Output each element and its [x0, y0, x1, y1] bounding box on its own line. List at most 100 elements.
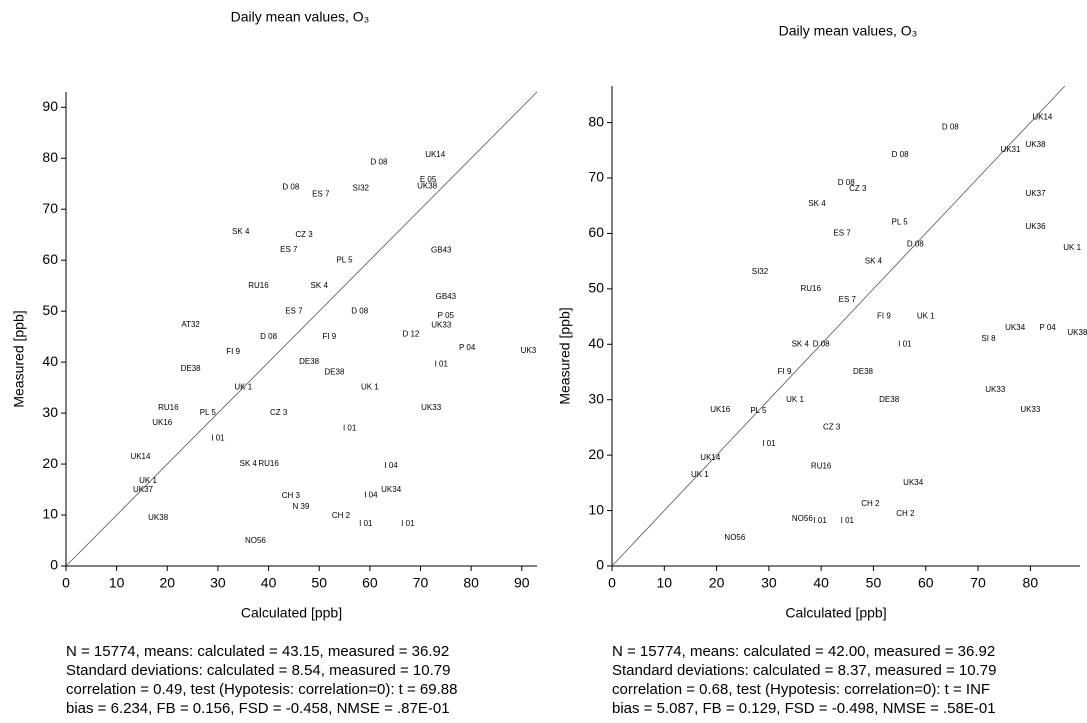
point-label: I 01: [898, 339, 912, 348]
x-tick-label: 20: [160, 575, 176, 591]
point-label: CZ 3: [849, 184, 867, 193]
point-label: UK 1: [361, 383, 379, 392]
x-tick-label: 40: [261, 575, 277, 591]
point-label: NO56: [245, 536, 266, 545]
point-label: P 04: [459, 343, 476, 352]
point-label: UK36: [1026, 222, 1047, 231]
x-tick-label: 30: [210, 575, 226, 591]
point-label: I 01: [762, 439, 776, 448]
point-label: UK 1: [786, 395, 804, 404]
point-label: UK 1: [139, 476, 157, 485]
chart-title: Daily mean values, O₃: [231, 9, 370, 25]
point-label: P 05: [438, 311, 455, 320]
point-label: I 01: [813, 516, 827, 525]
x-tick-label: 0: [608, 575, 616, 591]
y-axis-label: Measured [ppb]: [11, 310, 27, 407]
point-label: I 01: [435, 359, 449, 368]
point-label: UK34: [1005, 323, 1026, 332]
point-label: UK34: [903, 478, 924, 487]
point-label: SK 4: [232, 227, 250, 236]
point-label: UK38: [417, 181, 438, 190]
point-label: CZ 3: [823, 423, 841, 432]
point-label: NO56: [724, 533, 745, 542]
x-tick-label: 20: [709, 575, 725, 591]
point-label: D 08: [282, 182, 299, 191]
point-label: I 04: [384, 461, 398, 470]
point-label: UK33: [421, 403, 442, 412]
point-label: SI 8: [981, 334, 996, 343]
y-tick-label: 50: [588, 280, 604, 296]
point-label: DE38: [181, 364, 202, 373]
point-label: UK33: [985, 385, 1006, 394]
point-label: PL 5: [200, 408, 217, 417]
point-label: ES 7: [312, 190, 330, 199]
point-label: UK14: [1032, 113, 1053, 122]
x-tick-label: 90: [514, 575, 530, 591]
point-label: NO56: [792, 514, 813, 523]
y-tick-label: 60: [588, 224, 604, 240]
point-label: ES 7: [833, 229, 851, 238]
point-label: GB43: [431, 246, 452, 255]
point-label: PL 5: [336, 255, 353, 264]
stats-line: bias = 5.087, FB = 0.129, FSD = -0.498, …: [612, 700, 996, 717]
point-label: RU16: [811, 461, 832, 470]
point-label: RU16: [158, 403, 179, 412]
point-label: D 12: [402, 330, 419, 339]
point-label: FI 9: [778, 367, 792, 376]
point-label: PL 5: [892, 217, 909, 226]
point-label: SK 4: [865, 256, 883, 265]
point-label: RU16: [248, 281, 269, 290]
point-label: ES 7: [839, 295, 857, 304]
y-tick-label: 20: [588, 446, 604, 462]
point-label: D 08: [838, 178, 855, 187]
y-tick-label: 10: [42, 506, 58, 522]
point-label: D 08: [892, 150, 909, 159]
y-tick-label: 70: [42, 200, 58, 216]
y-tick-label: 40: [588, 335, 604, 351]
point-label: I 01: [841, 516, 855, 525]
point-label: N 39: [293, 502, 310, 511]
chart: Daily mean values, O₃ 0 10 20 30 40 50 60 70 80 90…: [11, 9, 538, 717]
point-label: UK 1: [917, 312, 935, 321]
chart: Daily mean values, O₃ 0 10 20 30 40 50 60 70 80 0 1…: [557, 23, 1087, 717]
x-tick-label: 10: [109, 575, 125, 591]
point-label: RU16: [800, 284, 821, 293]
y-axis-label: Measured [ppb]: [557, 307, 573, 404]
y-tick-label: 50: [42, 302, 58, 318]
stats-line: correlation = 0.68, test (Hypotesis: cor…: [612, 681, 990, 698]
point-label: FI 9: [226, 347, 240, 356]
point-label: UK 1: [234, 383, 252, 392]
x-tick-label: 30: [761, 575, 777, 591]
point-label: E 05: [420, 175, 437, 184]
x-tick-label: 60: [362, 575, 378, 591]
x-tick-label: 80: [463, 575, 479, 591]
chart-title: Daily mean values, O₃: [779, 23, 918, 39]
stats-line: N = 15774, means: calculated = 42.00, me…: [612, 643, 995, 660]
x-tick-label: 70: [970, 575, 986, 591]
point-label: UK14: [425, 150, 446, 159]
stats-line: N = 15774, means: calculated = 43.15, me…: [66, 643, 449, 660]
x-tick-label: 40: [813, 575, 829, 591]
point-label: D 08: [942, 123, 959, 132]
point-label: UK3: [521, 346, 537, 355]
x-tick-label: 50: [866, 575, 882, 591]
point-label: SK 4: [792, 339, 810, 348]
point-label: SI32: [752, 267, 769, 276]
point-label: UK 1: [691, 470, 709, 479]
point-label: CH 2: [896, 509, 915, 518]
point-label: UK37: [1026, 189, 1047, 198]
point-label: UK14: [130, 452, 151, 461]
y-tick-label: 10: [588, 501, 604, 517]
y-tick-label: 0: [596, 557, 604, 573]
point-label: DE38: [879, 395, 900, 404]
y-tick-label: 30: [42, 404, 58, 420]
point-label: D 08: [813, 339, 830, 348]
identity-line: [65, 91, 538, 567]
point-label: UK37: [133, 485, 154, 494]
point-label: UK34: [381, 485, 402, 494]
point-label: UK38: [1026, 140, 1047, 149]
point-label: SK 4: [311, 281, 329, 290]
point-label: FI 9: [877, 312, 891, 321]
x-tick-label: 60: [918, 575, 934, 591]
